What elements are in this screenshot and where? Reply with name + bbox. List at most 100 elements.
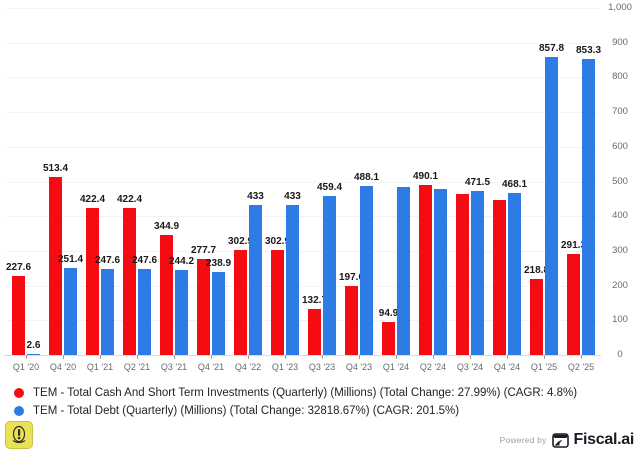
bar-debt[interactable] [397,187,410,355]
legend: TEM - Total Cash And Short Term Investme… [10,384,577,420]
y-tick-label: 100 [612,314,628,326]
y-tick-label: 500 [612,175,628,187]
gridline [6,112,598,114]
bar-debt[interactable] [286,204,299,355]
x-tick [174,355,175,359]
x-tick [248,355,249,359]
x-axis-label: Q1 '25 [530,362,558,372]
x-axis-label: Q3 '24 [456,362,484,372]
x-tick [507,355,508,359]
fiscal-logo-icon [551,432,569,448]
bar-value-label: 302.9 [227,235,254,247]
bar-cash[interactable] [456,193,469,355]
bar-cash[interactable] [123,208,136,355]
gridline [6,320,598,322]
bar-cash[interactable] [49,176,62,355]
x-tick [137,355,138,359]
x-tick [26,355,27,359]
x-axis-label: Q2 '24 [419,362,447,372]
bar-value-label: 197.6 [338,272,365,284]
x-axis-label: Q1 '23 [271,362,299,372]
bar-value-label: 302.9 [264,235,291,247]
bar-value-label: 422.4 [79,194,106,206]
y-tick-label: 0 [617,349,623,360]
alert-icon[interactable] [5,421,33,449]
x-axis-label: Q4 '22 [234,362,262,372]
bar-debt[interactable] [471,191,484,355]
bar-debt[interactable] [434,189,447,355]
bar-value-label: 238.9 [205,258,232,270]
y-tick-label: 300 [612,244,628,256]
bar-value-label: 247.6 [94,255,121,267]
bar-cash[interactable] [345,286,358,355]
bar-value-label: 857.8 [538,43,565,55]
legend-label-debt: TEM - Total Debt (Quarterly) (Millions) … [33,405,460,417]
y-tick-label: 200 [612,279,628,291]
brand-name: Fiscal.ai [573,431,635,448]
x-axis-label: Q2 '21 [123,362,151,372]
bar-debt[interactable] [27,354,40,355]
powered-by-footer[interactable]: Powered by Fiscal.ai [500,429,635,451]
bar-cash[interactable] [493,199,506,355]
bar-cash[interactable] [530,279,543,355]
bar-debt[interactable] [64,267,77,355]
legend-dot-blue-icon [14,406,24,416]
x-axis-label: Q4 '20 [49,362,77,372]
bar-cash[interactable] [234,249,247,355]
y-tick-label: 700 [612,106,628,118]
gridline [6,42,598,44]
bar-debt[interactable] [138,269,151,355]
x-axis-label: Q2 '25 [567,362,595,372]
x-tick [396,355,397,359]
x-axis-label: Q3 '23 [308,362,336,372]
x-tick [285,355,286,359]
bar-debt[interactable] [508,192,521,355]
x-tick [100,355,101,359]
bar-value-label: 471.5 [464,177,491,189]
gridline [6,250,598,252]
x-axis-line [4,355,601,356]
bar-value-label: 132.7 [301,294,328,306]
bar-value-label: 251.4 [57,253,84,265]
bar-cash[interactable] [308,308,321,355]
legend-item-debt[interactable]: TEM - Total Debt (Quarterly) (Millions) … [10,402,577,420]
bar-cash[interactable] [197,258,210,355]
bar-value-label: 227.6 [5,262,32,274]
x-axis-label: Q4 '24 [493,362,521,372]
bar-debt[interactable] [360,185,373,355]
bar-value-label: 277.7 [190,244,217,256]
bar-cash[interactable] [382,322,395,355]
y-tick-label: 400 [612,210,628,222]
legend-label-cash: TEM - Total Cash And Short Term Investme… [33,387,578,399]
bar-debt[interactable] [582,58,595,355]
bar-debt[interactable] [323,195,336,355]
bar-value-label: 490.1 [412,170,439,182]
bar-cash[interactable] [86,208,99,355]
bar-value-label: 247.6 [131,255,158,267]
x-tick [359,355,360,359]
bar-debt[interactable] [212,272,225,355]
y-tick-label: 800 [612,71,628,83]
legend-item-cash[interactable]: TEM - Total Cash And Short Term Investme… [10,384,577,402]
bar-value-label: 244.2 [168,256,195,268]
gridline [6,181,598,183]
bar-debt[interactable] [249,204,262,355]
gridline [6,216,598,218]
bar-value-label: 468.1 [501,178,528,190]
bar-cash[interactable] [12,276,25,355]
x-tick [63,355,64,359]
x-tick [433,355,434,359]
bar-cash[interactable] [419,184,432,355]
bar-debt[interactable] [175,270,188,355]
bar-cash[interactable] [567,253,580,355]
bar-cash[interactable] [160,235,173,355]
y-tick-label: 600 [612,140,628,152]
gridline [6,146,598,148]
bar-value-label: 422.4 [116,194,143,206]
x-tick [581,355,582,359]
bar-cash[interactable] [271,249,284,355]
x-axis-label: Q1 '24 [382,362,410,372]
bar-debt[interactable] [101,269,114,355]
bar-debt[interactable] [545,57,558,355]
